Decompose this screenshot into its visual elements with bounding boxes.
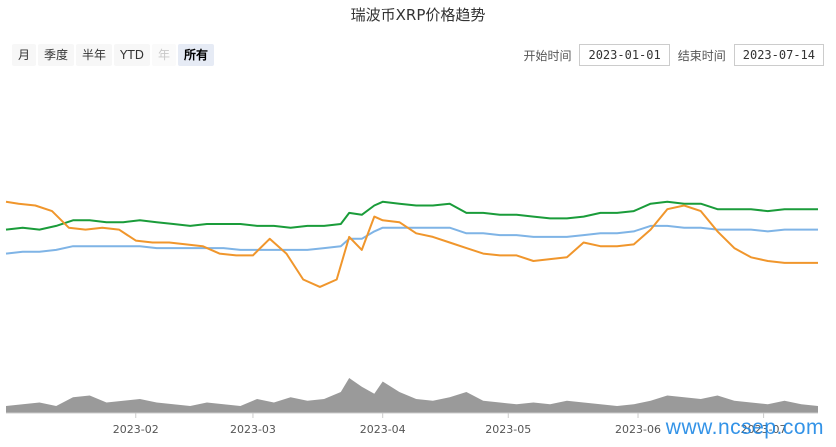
x-tick-label: 2023-03 xyxy=(230,423,276,436)
range-button-ytd[interactable]: YTD xyxy=(114,44,150,66)
blue-series-line xyxy=(5,224,818,255)
price-series-layer xyxy=(5,200,818,288)
x-tick-label: 2023-02 xyxy=(113,423,159,436)
range-button-year: 年 xyxy=(151,44,176,66)
orange-series-line xyxy=(5,200,818,288)
range-selector: 月 季度 半年 YTD 年 所有 xyxy=(12,44,214,66)
watermark: www.ncsep.com xyxy=(665,416,824,439)
green-series-line xyxy=(5,200,818,231)
volume-area-layer xyxy=(6,378,818,413)
x-axis: 2023-02 2023-03 2023-04 2023-05 2023-06 2023-… xyxy=(6,412,818,436)
date-range-inputs: 开始时间 2023-01-01 结束时间 2023-07-14 xyxy=(523,44,824,66)
range-button-all[interactable]: 所有 xyxy=(177,44,214,66)
range-button-quarter[interactable]: 季度 xyxy=(38,44,75,66)
range-button-month[interactable]: 月 xyxy=(12,44,37,66)
start-date-label: 开始时间 xyxy=(523,48,572,63)
chart-title: 瑞波币XRP价格趋势 xyxy=(350,6,486,24)
start-date-input[interactable]: 2023-01-01 xyxy=(579,44,670,66)
volume-area xyxy=(6,378,818,413)
end-date-input[interactable]: 2023-07-14 xyxy=(733,44,824,66)
x-tick-label: 2023-04 xyxy=(360,423,406,436)
end-date-label: 结束时间 xyxy=(677,48,726,63)
x-tick-label: 2023-07 xyxy=(741,423,787,436)
x-tick-label: 2023-06 xyxy=(615,423,661,436)
range-button-half-year[interactable]: 半年 xyxy=(76,44,113,66)
x-tick-label: 2023-05 xyxy=(485,423,531,436)
